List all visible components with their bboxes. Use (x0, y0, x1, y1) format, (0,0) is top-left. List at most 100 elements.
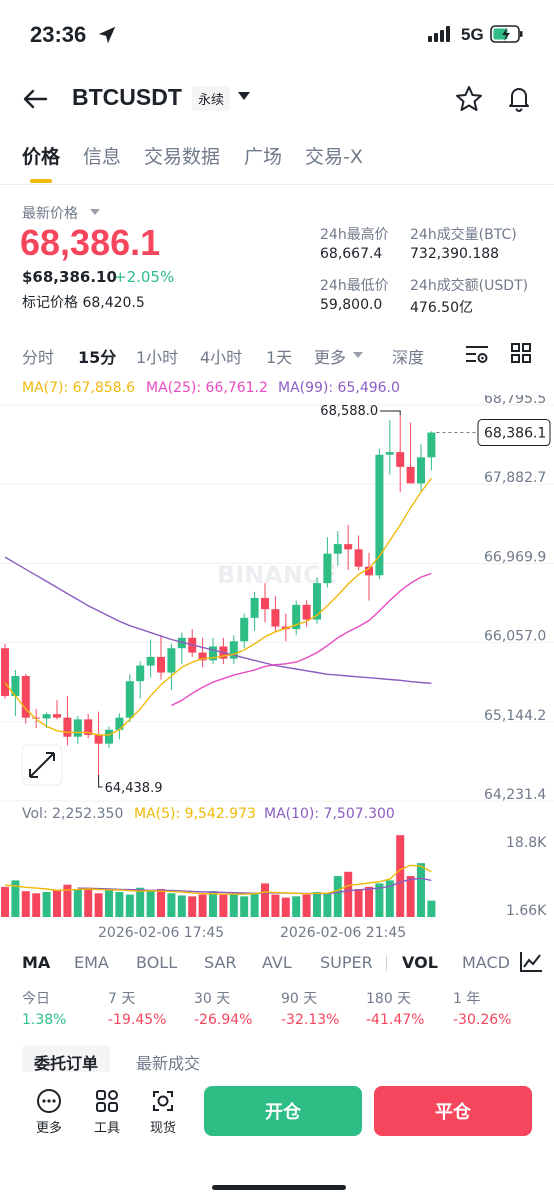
favorite-star-icon[interactable] (454, 84, 484, 114)
ma99-legend: MA(99): 65,496.0 (278, 380, 400, 396)
candle-body (1, 648, 9, 696)
candle-body (365, 566, 373, 576)
back-arrow-icon[interactable] (20, 84, 50, 114)
candle-body (11, 675, 20, 696)
volume-bar (375, 883, 384, 917)
volume-bar (271, 894, 280, 917)
volume-bar (115, 892, 124, 917)
symbol-title[interactable]: BTCUSDT (72, 84, 182, 110)
candle-body (198, 652, 207, 661)
candle-body (32, 717, 41, 719)
volume-bar (84, 887, 93, 917)
expand-icon (29, 752, 55, 778)
low-marker: 64,438.9 (98, 774, 162, 796)
chart-settings-icon[interactable] (464, 342, 490, 366)
indicator-macd[interactable]: MACD (462, 953, 510, 972)
volume-bar (157, 889, 165, 917)
volume-bar (63, 884, 72, 917)
close-position-button[interactable]: 平仓 (374, 1086, 532, 1136)
candle-body (94, 734, 103, 744)
indicator-boll[interactable]: BOLL (136, 953, 178, 972)
candle-body (396, 452, 405, 467)
price-axis-label: 66,969.9 (484, 549, 546, 565)
volume-bar (229, 893, 238, 917)
divider (0, 184, 554, 185)
indicator-avl[interactable]: AVL (262, 953, 292, 972)
timeframe-15m[interactable]: 15分 (78, 348, 117, 367)
candle-body (313, 583, 321, 620)
alert-bell-icon[interactable] (504, 83, 534, 113)
indicator-settings-icon[interactable] (518, 950, 544, 974)
tab-trading-data[interactable]: 交易数据 (144, 146, 221, 168)
tab-price[interactable]: 价格 (22, 146, 61, 168)
ma25-line (171, 572, 432, 707)
candle-body (427, 432, 436, 458)
timeframe-more[interactable]: 更多 (314, 348, 347, 367)
indicator-vol[interactable]: VOL (402, 953, 438, 972)
volume-bar (219, 894, 228, 917)
timeframe-depth[interactable]: 深度 (392, 348, 425, 367)
candle-body (125, 681, 134, 718)
tools-button[interactable]: 工具 (82, 1088, 132, 1136)
candles (1, 415, 436, 775)
indicator-super[interactable]: SUPER (320, 953, 373, 972)
candle-body (53, 714, 61, 718)
volume-bar (385, 880, 394, 917)
timeframe-1d[interactable]: 1天 (266, 348, 293, 367)
mark-price-value: 68,420.5 (82, 295, 145, 311)
spot-button[interactable]: 现货 (138, 1088, 188, 1136)
timeframe-1h[interactable]: 1小时 (136, 348, 179, 367)
current-price-tag-text: 68,386.1 (484, 426, 546, 442)
chevron-down-icon[interactable] (90, 209, 100, 215)
network-type: 5G (461, 25, 484, 44)
volume-bar (105, 890, 113, 917)
candle-body (157, 656, 165, 673)
candle-body (146, 656, 155, 666)
volume-axis-min: 1.66K (506, 903, 547, 919)
volume-bar (417, 863, 425, 917)
grid-layout-icon[interactable] (510, 342, 532, 364)
performance-label: 90 天 (281, 991, 318, 1007)
performance-label: 今日 (22, 991, 50, 1007)
volume-bar (11, 880, 20, 917)
expand-chart-button[interactable] (21, 744, 63, 786)
volume-chart[interactable]: 18.8K 1.66K 2026-02-06 17:45 2026-02-06 … (0, 825, 554, 945)
candlestick-chart[interactable]: BINANCE 68,588.0 64,438.9 68,386.1 68,79… (0, 395, 554, 805)
candle-body (323, 553, 332, 584)
indicator-ema[interactable]: EMA (74, 953, 109, 972)
volume-bar (53, 890, 61, 917)
open-position-button[interactable]: 开仓 (204, 1086, 362, 1136)
volume-bar (261, 883, 269, 917)
indicator-divider (386, 955, 387, 971)
volume-bar (21, 891, 30, 917)
tab-info[interactable]: 信息 (83, 146, 122, 168)
more-button[interactable]: 更多 (24, 1088, 74, 1136)
indicator-ma[interactable]: MA (22, 953, 51, 972)
status-time: 23:36 (30, 22, 87, 47)
tab-square[interactable]: 广场 (244, 146, 283, 168)
timeframe-4h[interactable]: 4小时 (200, 348, 243, 367)
indicator-sar[interactable]: SAR (204, 953, 237, 972)
ma99-line (4, 556, 432, 684)
last-price-label[interactable]: 最新价格 (22, 206, 78, 222)
candle-body (292, 604, 301, 630)
volume-bar (344, 871, 353, 917)
usd-price: $68,386.10 (22, 268, 117, 286)
volume-bar (125, 894, 134, 917)
tab-trade-x[interactable]: 交易-X (305, 146, 363, 168)
volume-bar (177, 895, 186, 917)
candle-body (417, 457, 425, 484)
candle-body (84, 719, 93, 735)
tab-recent-trades[interactable]: 最新成交 (136, 1054, 201, 1073)
timeframe-line[interactable]: 分时 (22, 348, 55, 367)
more-caret-icon[interactable] (353, 352, 363, 358)
price-axis: 68,795.5 67,882.7 66,969.9 66,057.0 65,144.2… (484, 395, 546, 803)
volume-bar (365, 886, 373, 917)
candle-body (229, 641, 238, 659)
performance-value: -26.94% (194, 1012, 253, 1028)
symbol-dropdown-caret-icon[interactable] (238, 92, 250, 100)
stat-vol-btc-value: 732,390.188 (410, 246, 500, 262)
candle-body (73, 719, 82, 737)
stat-high-label: 24h最高价 (320, 227, 389, 243)
ma7-legend: MA(7): 67,858.6 (22, 380, 135, 396)
